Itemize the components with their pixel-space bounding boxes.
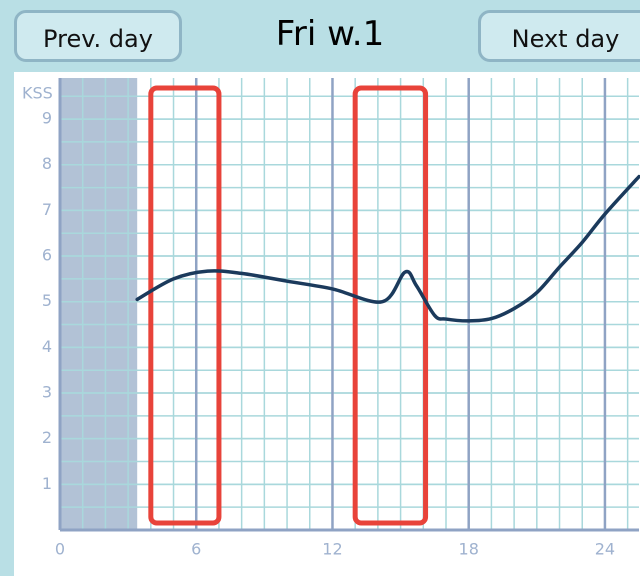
- y-tick-label: 8: [42, 154, 52, 173]
- next-day-button[interactable]: Next day: [478, 10, 640, 62]
- highlight-box: [352, 85, 429, 526]
- y-axis-label: KSS: [22, 84, 53, 103]
- x-tick-label: 18: [459, 540, 479, 559]
- header: Prev. day Fri w.1 Next day: [0, 0, 640, 72]
- kss-line: [135, 174, 640, 323]
- x-tick-label: 12: [322, 540, 342, 559]
- x-tick-label: 6: [191, 540, 201, 559]
- shaded-region: [60, 78, 138, 530]
- day-title: Fri w.1: [275, 14, 385, 54]
- y-tick-label: 7: [42, 200, 52, 219]
- y-tick-label: 1: [42, 474, 52, 493]
- x-tick-label: 0: [55, 540, 65, 559]
- y-tick-label: 4: [42, 337, 52, 356]
- y-tick-label: 2: [42, 428, 52, 447]
- y-tick-label: 5: [42, 291, 52, 310]
- y-tick-label: 9: [42, 109, 52, 128]
- y-tick-label: 3: [42, 383, 52, 402]
- x-tick-label: 24: [595, 540, 615, 559]
- highlight-box: [148, 85, 222, 526]
- y-tick-label: 6: [42, 246, 52, 265]
- prev-day-button[interactable]: Prev. day: [14, 10, 182, 62]
